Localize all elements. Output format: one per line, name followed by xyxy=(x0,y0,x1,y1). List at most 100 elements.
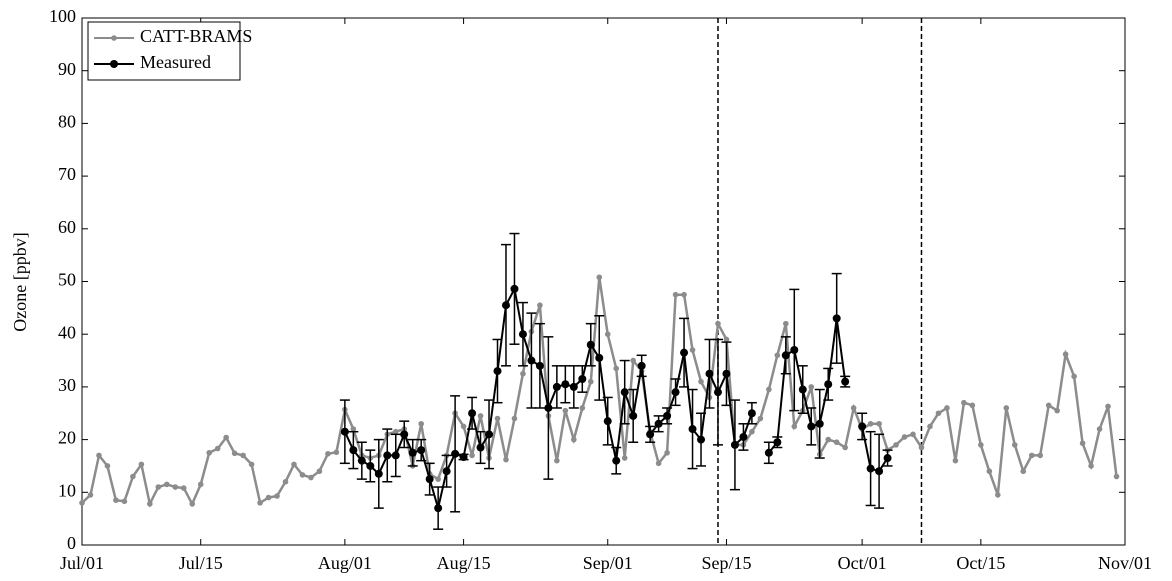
y-axis-label: Ozone [ppbv] xyxy=(10,232,30,331)
data-point xyxy=(383,451,392,460)
data-point xyxy=(730,440,739,449)
data-point xyxy=(231,450,238,457)
data-point xyxy=(257,500,263,506)
data-point xyxy=(910,431,916,438)
data-point xyxy=(603,417,612,426)
x-tick-label: Aug/15 xyxy=(437,553,491,573)
y-tick-label: 10 xyxy=(58,480,76,500)
data-point xyxy=(807,422,816,431)
legend-label: CATT-BRAMS xyxy=(140,26,252,46)
x-tick-label: Jul/15 xyxy=(179,553,223,573)
data-point xyxy=(214,445,221,452)
data-point xyxy=(646,430,655,439)
data-point xyxy=(773,438,782,447)
data-point xyxy=(130,473,136,480)
data-point xyxy=(783,320,789,327)
data-point xyxy=(1071,373,1077,380)
y-tick-label: 40 xyxy=(58,322,76,342)
data-point xyxy=(612,456,621,465)
data-point xyxy=(520,370,526,377)
y-tick-label: 70 xyxy=(58,164,76,184)
data-point xyxy=(883,454,892,463)
data-point xyxy=(747,409,756,418)
data-point xyxy=(510,284,519,293)
data-point xyxy=(825,436,832,443)
data-point xyxy=(1054,407,1060,414)
data-point xyxy=(1062,351,1069,358)
data-point xyxy=(340,427,349,436)
data-point xyxy=(366,461,375,470)
data-point xyxy=(274,493,280,499)
data-point xyxy=(172,484,179,490)
data-point xyxy=(961,399,967,406)
data-point xyxy=(630,357,636,364)
data-point xyxy=(503,456,509,463)
x-tick-label: Sep/15 xyxy=(701,553,751,573)
data-point xyxy=(875,467,884,476)
data-point xyxy=(537,302,543,309)
x-tick-label: Sep/01 xyxy=(583,553,633,573)
data-point xyxy=(518,330,527,339)
y-tick-label: 30 xyxy=(58,375,76,395)
data-point xyxy=(1113,473,1120,480)
y-tick-label: 60 xyxy=(58,217,76,237)
data-point xyxy=(824,380,833,389)
data-point xyxy=(697,435,706,444)
data-point xyxy=(587,378,594,385)
data-point xyxy=(308,474,314,481)
data-point xyxy=(527,356,536,365)
data-point xyxy=(688,425,697,434)
data-point xyxy=(554,457,560,464)
data-point xyxy=(493,367,502,376)
data-point xyxy=(180,485,187,491)
data-point xyxy=(664,449,670,456)
data-point xyxy=(764,448,773,457)
data-point xyxy=(485,430,494,439)
data-point xyxy=(511,415,518,422)
data-point xyxy=(1079,440,1086,447)
data-point xyxy=(451,449,460,458)
data-point xyxy=(79,500,85,506)
data-point xyxy=(791,423,798,430)
data-point xyxy=(654,419,663,428)
data-point xyxy=(1020,468,1027,475)
x-tick-label: Jul/01 xyxy=(60,553,104,573)
x-tick-label: Oct/15 xyxy=(956,553,1005,573)
data-point xyxy=(620,388,629,397)
data-point xyxy=(417,446,426,455)
data-point xyxy=(637,361,646,370)
data-point xyxy=(535,361,544,370)
data-point xyxy=(850,405,857,411)
data-point xyxy=(469,452,475,459)
data-point xyxy=(698,378,704,385)
data-point xyxy=(248,461,255,468)
data-point xyxy=(757,415,764,422)
data-point xyxy=(680,348,689,357)
data-point xyxy=(391,451,400,460)
data-point xyxy=(571,436,577,443)
data-point xyxy=(715,320,721,327)
data-point xyxy=(113,497,119,504)
data-point xyxy=(952,457,959,464)
y-tick-label: 90 xyxy=(58,59,76,79)
data-point xyxy=(1011,442,1018,448)
data-point xyxy=(561,380,570,389)
data-point xyxy=(468,409,477,418)
legend-marker xyxy=(110,60,118,68)
data-point xyxy=(121,498,128,505)
data-point xyxy=(1037,452,1044,459)
data-point xyxy=(586,340,595,349)
data-point xyxy=(723,336,730,343)
legend-label: Measured xyxy=(140,52,211,72)
data-point xyxy=(935,410,942,417)
plot-frame xyxy=(81,17,1126,546)
data-point xyxy=(995,492,1001,498)
data-point xyxy=(374,469,383,478)
data-point xyxy=(613,365,620,372)
data-point xyxy=(1088,463,1094,469)
data-point xyxy=(739,432,748,441)
data-point xyxy=(494,415,501,422)
y-tick-label: 20 xyxy=(58,428,76,448)
y-tick-label: 0 xyxy=(67,533,76,553)
data-point xyxy=(501,301,510,310)
